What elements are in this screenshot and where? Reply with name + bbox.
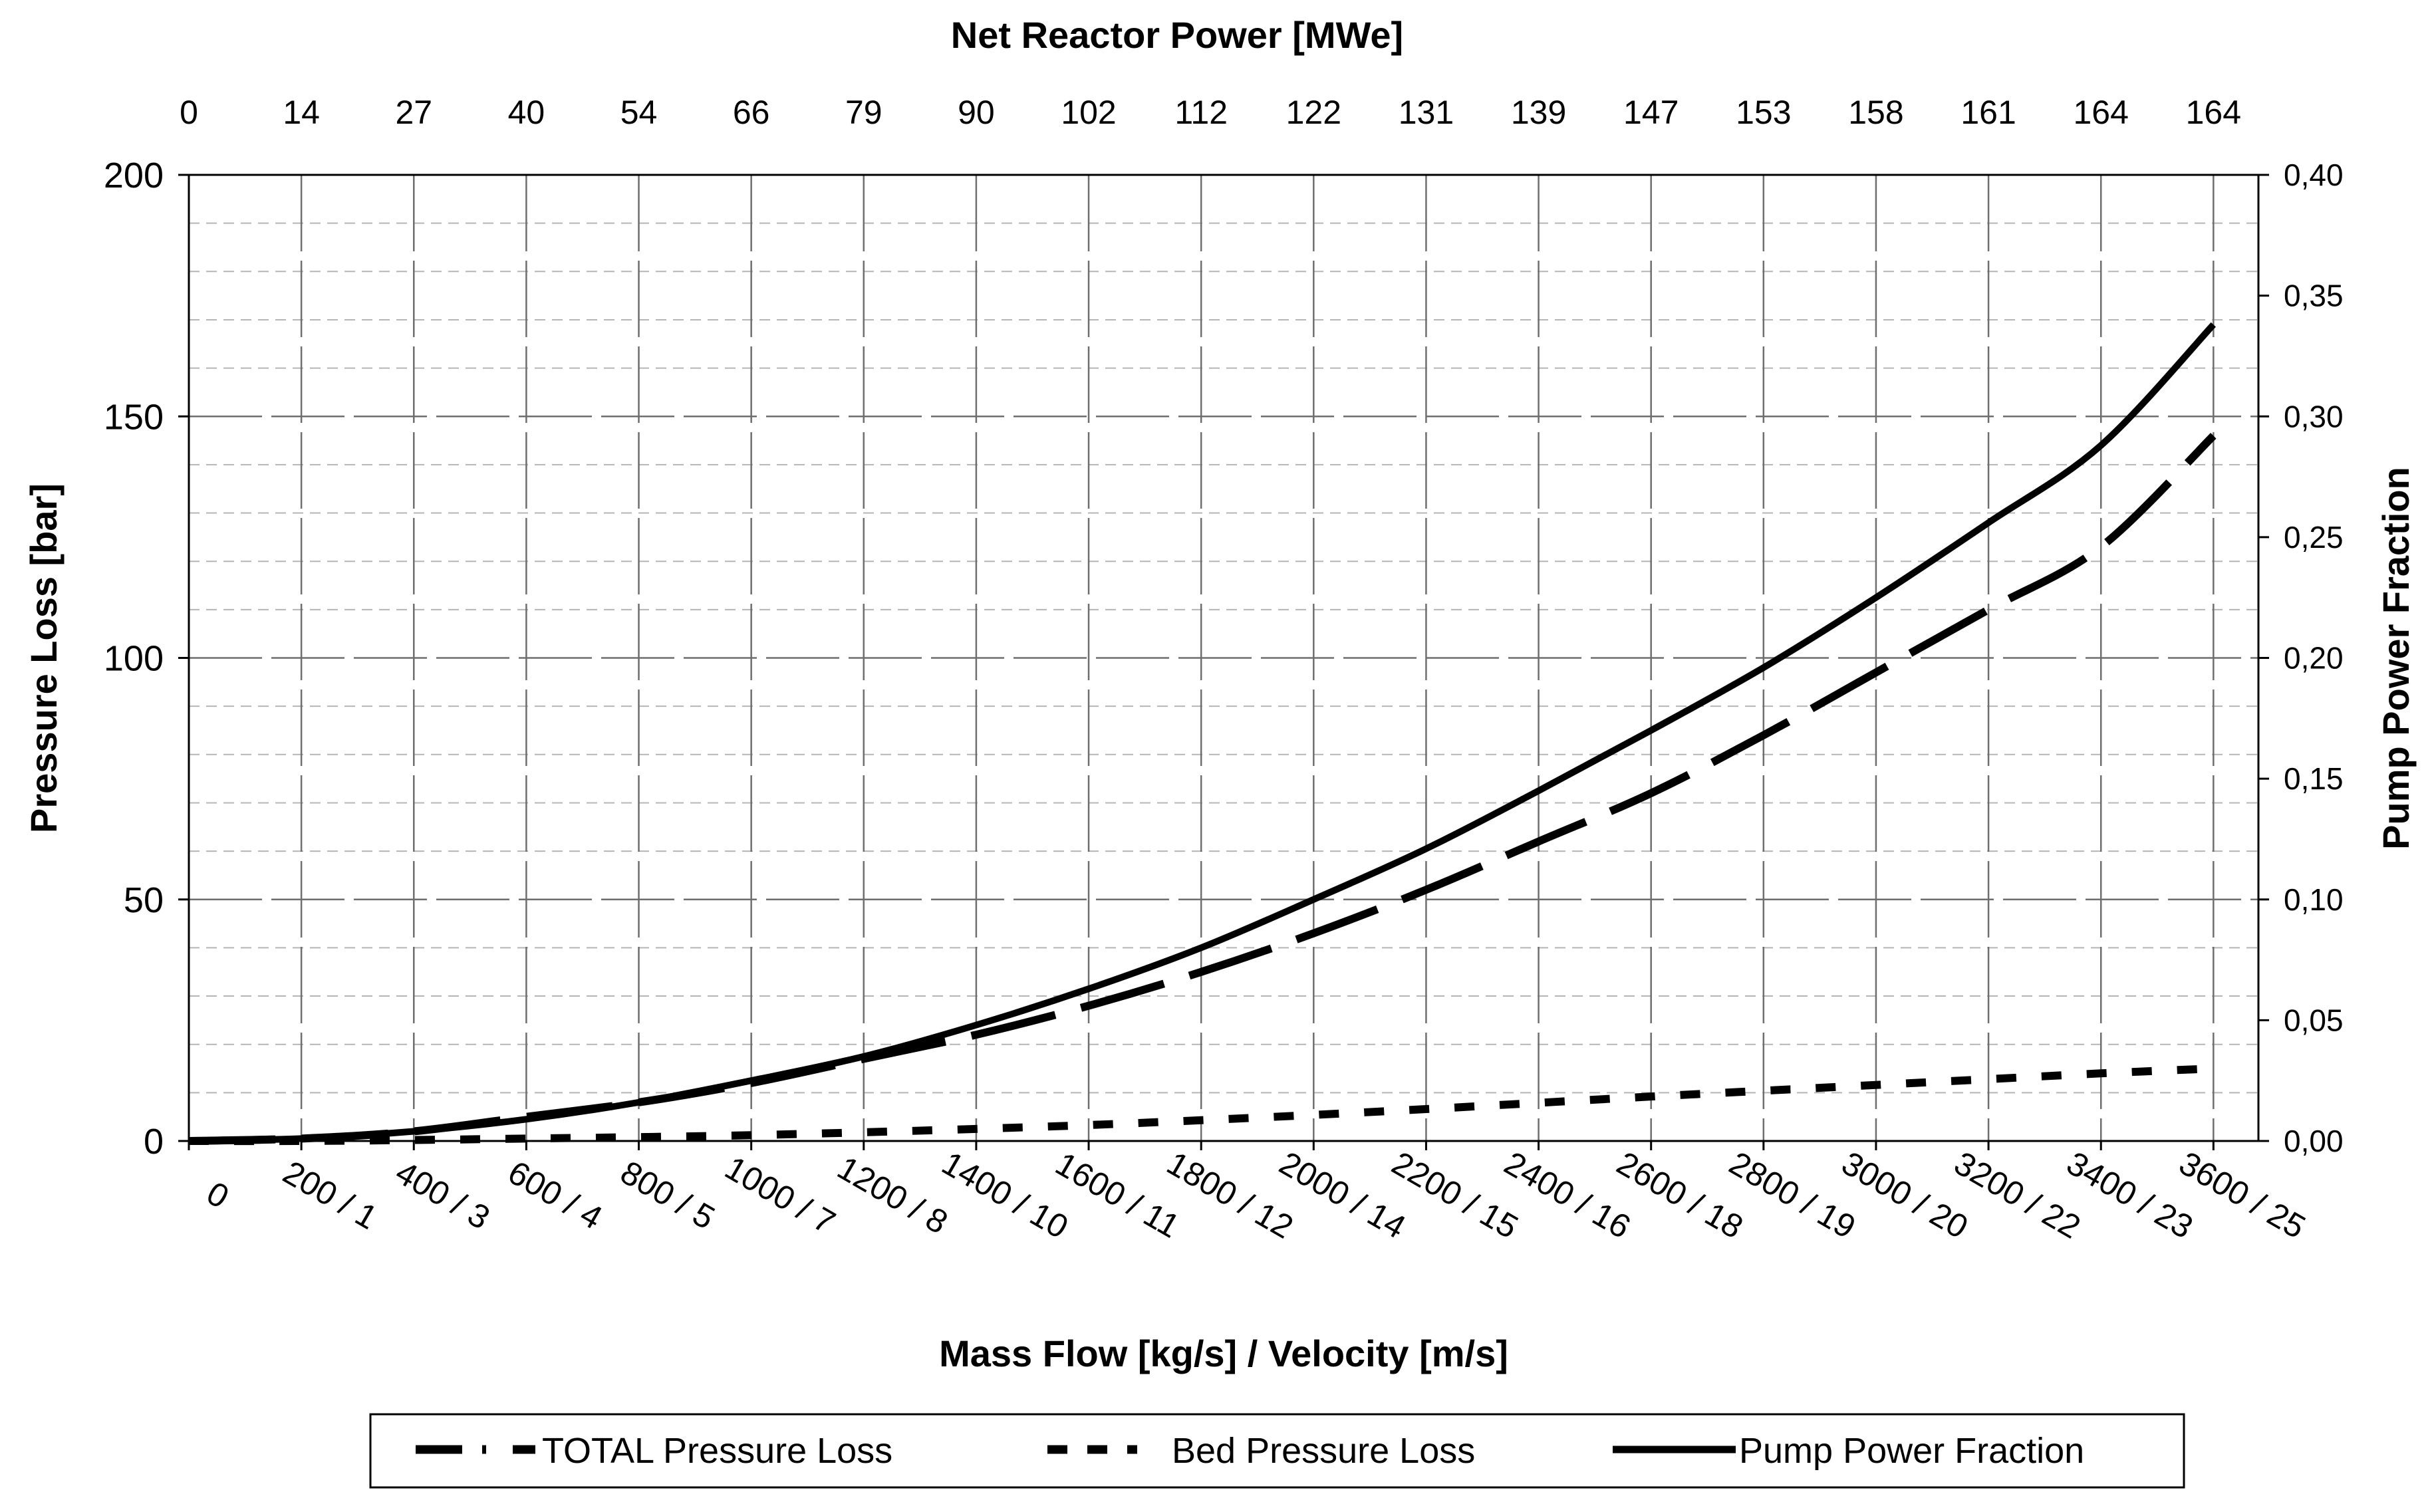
data-point <box>1762 733 1766 737</box>
data-point <box>749 1133 753 1137</box>
series-line-total-pressure-loss <box>188 433 2217 1145</box>
data-point <box>1874 1083 1878 1087</box>
legend-pump-label: Pump Power Fraction <box>1739 1431 2084 1471</box>
legend-box <box>369 1413 2185 1489</box>
y2-tick-label: 0,10 <box>2284 882 2344 917</box>
y-tick-label: 0 <box>144 1122 164 1162</box>
data-point <box>1311 898 1315 902</box>
y2-tick-label: 0,25 <box>2284 520 2344 555</box>
top-tick-label: 158 <box>1848 94 1903 131</box>
data-point <box>1311 1113 1315 1117</box>
data-point <box>1649 728 1653 732</box>
data-point <box>2099 1071 2103 1075</box>
data-point <box>2099 545 2103 549</box>
x-axis-label: Mass Flow [kg/s] / Velocity [m/s] <box>939 1332 1508 1374</box>
top-tick-label: 164 <box>2073 94 2128 131</box>
top-tick-label: 147 <box>1623 94 1679 131</box>
data-point <box>299 1136 303 1140</box>
data-point <box>862 1130 866 1134</box>
y-tick-label: 100 <box>104 639 164 679</box>
y2-tick-label: 0,40 <box>2284 158 2344 192</box>
series-line-pump-power-fraction <box>188 322 2217 1144</box>
data-point <box>1986 521 1990 525</box>
data-point <box>1424 888 1428 892</box>
top-tick-label: 66 <box>733 94 770 131</box>
top-tick-label: 164 <box>2186 94 2241 131</box>
top-tick-label: 122 <box>1286 94 1341 131</box>
data-point <box>1762 666 1766 670</box>
data-point <box>1537 789 1541 793</box>
y2-tick-label: 0,15 <box>2284 761 2344 796</box>
data-point <box>637 1135 641 1139</box>
data-point <box>1537 1101 1541 1105</box>
y-tick-label: 50 <box>124 880 164 920</box>
data-point <box>2211 322 2215 326</box>
data-point <box>637 1100 641 1104</box>
data-point <box>2099 443 2103 447</box>
y-tick-label: 150 <box>104 397 164 437</box>
y2-tick-label: 0,20 <box>2284 641 2344 676</box>
data-point <box>524 1117 528 1121</box>
top-tick-label: 14 <box>283 94 320 131</box>
y2-tick-label: 0,00 <box>2284 1124 2344 1158</box>
top-tick-label: 153 <box>1736 94 1791 131</box>
top-tick-label: 54 <box>620 94 658 131</box>
top-tick-label: 90 <box>958 94 995 131</box>
legend-total-label: TOTAL Pressure Loss <box>542 1431 892 1471</box>
grid <box>189 175 2258 1141</box>
legend: TOTAL Pressure Loss Bed Pressure Loss Pu… <box>369 1413 2185 1489</box>
data-point <box>862 1055 866 1059</box>
data-point <box>2211 1067 2215 1071</box>
data-point <box>1986 1077 1990 1081</box>
top-tick-label: 112 <box>1174 94 1228 131</box>
data-point <box>749 1078 753 1082</box>
data-point <box>1762 1088 1766 1092</box>
top-tick-label: 131 <box>1399 94 1454 131</box>
y2-tick-label: 0,05 <box>2284 1003 2344 1037</box>
data-point <box>1199 1118 1203 1122</box>
data-point <box>1986 608 1990 612</box>
y2-tick-label: 0,35 <box>2284 279 2344 313</box>
y-axis-label: Pressure Loss [bar] <box>23 483 65 833</box>
legend-bed-label: Bed Pressure Loss <box>1172 1431 1475 1471</box>
data-point <box>1424 1107 1428 1111</box>
y-tick-label: 200 <box>104 156 164 195</box>
data-point <box>1424 846 1428 850</box>
y2-tick-label: 0,30 <box>2284 399 2344 434</box>
chart-title: Net Reactor Power [MWe] <box>951 14 1403 56</box>
data-point <box>1874 596 1878 600</box>
data-point <box>1087 1123 1091 1127</box>
data-point <box>1311 932 1315 936</box>
data-point <box>1199 970 1203 974</box>
top-tick-label: 40 <box>508 94 545 131</box>
data-point <box>1199 945 1203 949</box>
data-point <box>524 1136 528 1140</box>
series-line-bed-pressure-loss <box>188 1065 2214 1146</box>
data-point <box>1874 670 1878 674</box>
data-point <box>1649 791 1653 795</box>
data-point <box>1087 987 1091 991</box>
data-point <box>974 1023 978 1027</box>
data-point <box>1087 1004 1091 1008</box>
data-point <box>2211 434 2215 438</box>
top-tick-label: 27 <box>395 94 432 131</box>
series-group <box>188 322 2217 1146</box>
y2-axis-label: Pump Power Fraction <box>2375 467 2417 850</box>
top-tick-label: 161 <box>1960 94 2016 131</box>
data-point <box>1537 840 1541 844</box>
top-tick-label: 79 <box>845 94 882 131</box>
top-tick-label: 0 <box>180 94 198 131</box>
data-point <box>412 1129 416 1133</box>
top-tick-label: 102 <box>1061 94 1116 131</box>
top-tick-label: 139 <box>1511 94 1566 131</box>
data-point <box>974 1127 978 1131</box>
data-point <box>1649 1094 1653 1098</box>
data-point <box>974 1033 978 1037</box>
